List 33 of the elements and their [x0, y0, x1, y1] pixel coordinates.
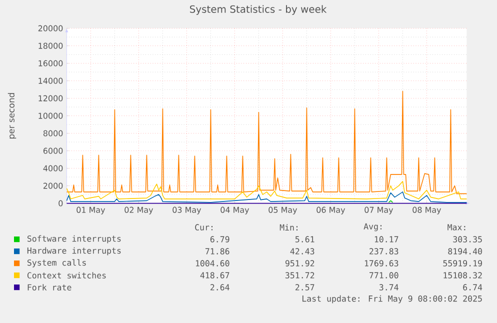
text: 1004.60 [196, 260, 230, 266]
text: Last update: Fri May 9 08:00:02 2025 [302, 295, 482, 304]
text: 303.35 [453, 236, 482, 242]
text: 3.74 [379, 284, 398, 290]
text: 1769.63 [364, 260, 398, 266]
text: 6.74 [463, 284, 482, 290]
line-series [66, 90, 468, 194]
text: 5.61 [295, 236, 314, 242]
text: 951.92 [285, 260, 314, 266]
text: 2.64 [210, 284, 230, 290]
legend-label: System calls [27, 259, 86, 268]
legend-label: Software interrupts [27, 235, 121, 244]
text: 351.72 [285, 272, 314, 278]
chart-title: System Statistics - by week [190, 5, 327, 15]
text: 2.57 [296, 284, 314, 290]
text: Max: [448, 224, 466, 230]
legend-label: Context switches [27, 272, 106, 278]
text: 42.43 [290, 248, 314, 254]
text: 10.17 [374, 236, 398, 242]
legend-label: Fork rate [28, 284, 72, 290]
text: 8194.40 [448, 248, 482, 254]
text: 418.67 [200, 272, 230, 278]
text: Min: [280, 224, 298, 230]
text: 71.86 [205, 248, 230, 254]
text: 237.83 [370, 248, 398, 254]
text: 15108.32 [444, 272, 482, 278]
text: 6.79 [210, 236, 230, 242]
legend-label: Hardware interrupts [27, 247, 121, 256]
y-axis-title: per second [8, 93, 16, 139]
text: Avg: [364, 223, 382, 232]
text: 771.00 [370, 272, 398, 278]
text: 55919.19 [443, 260, 482, 266]
text: Cur: [195, 224, 212, 230]
